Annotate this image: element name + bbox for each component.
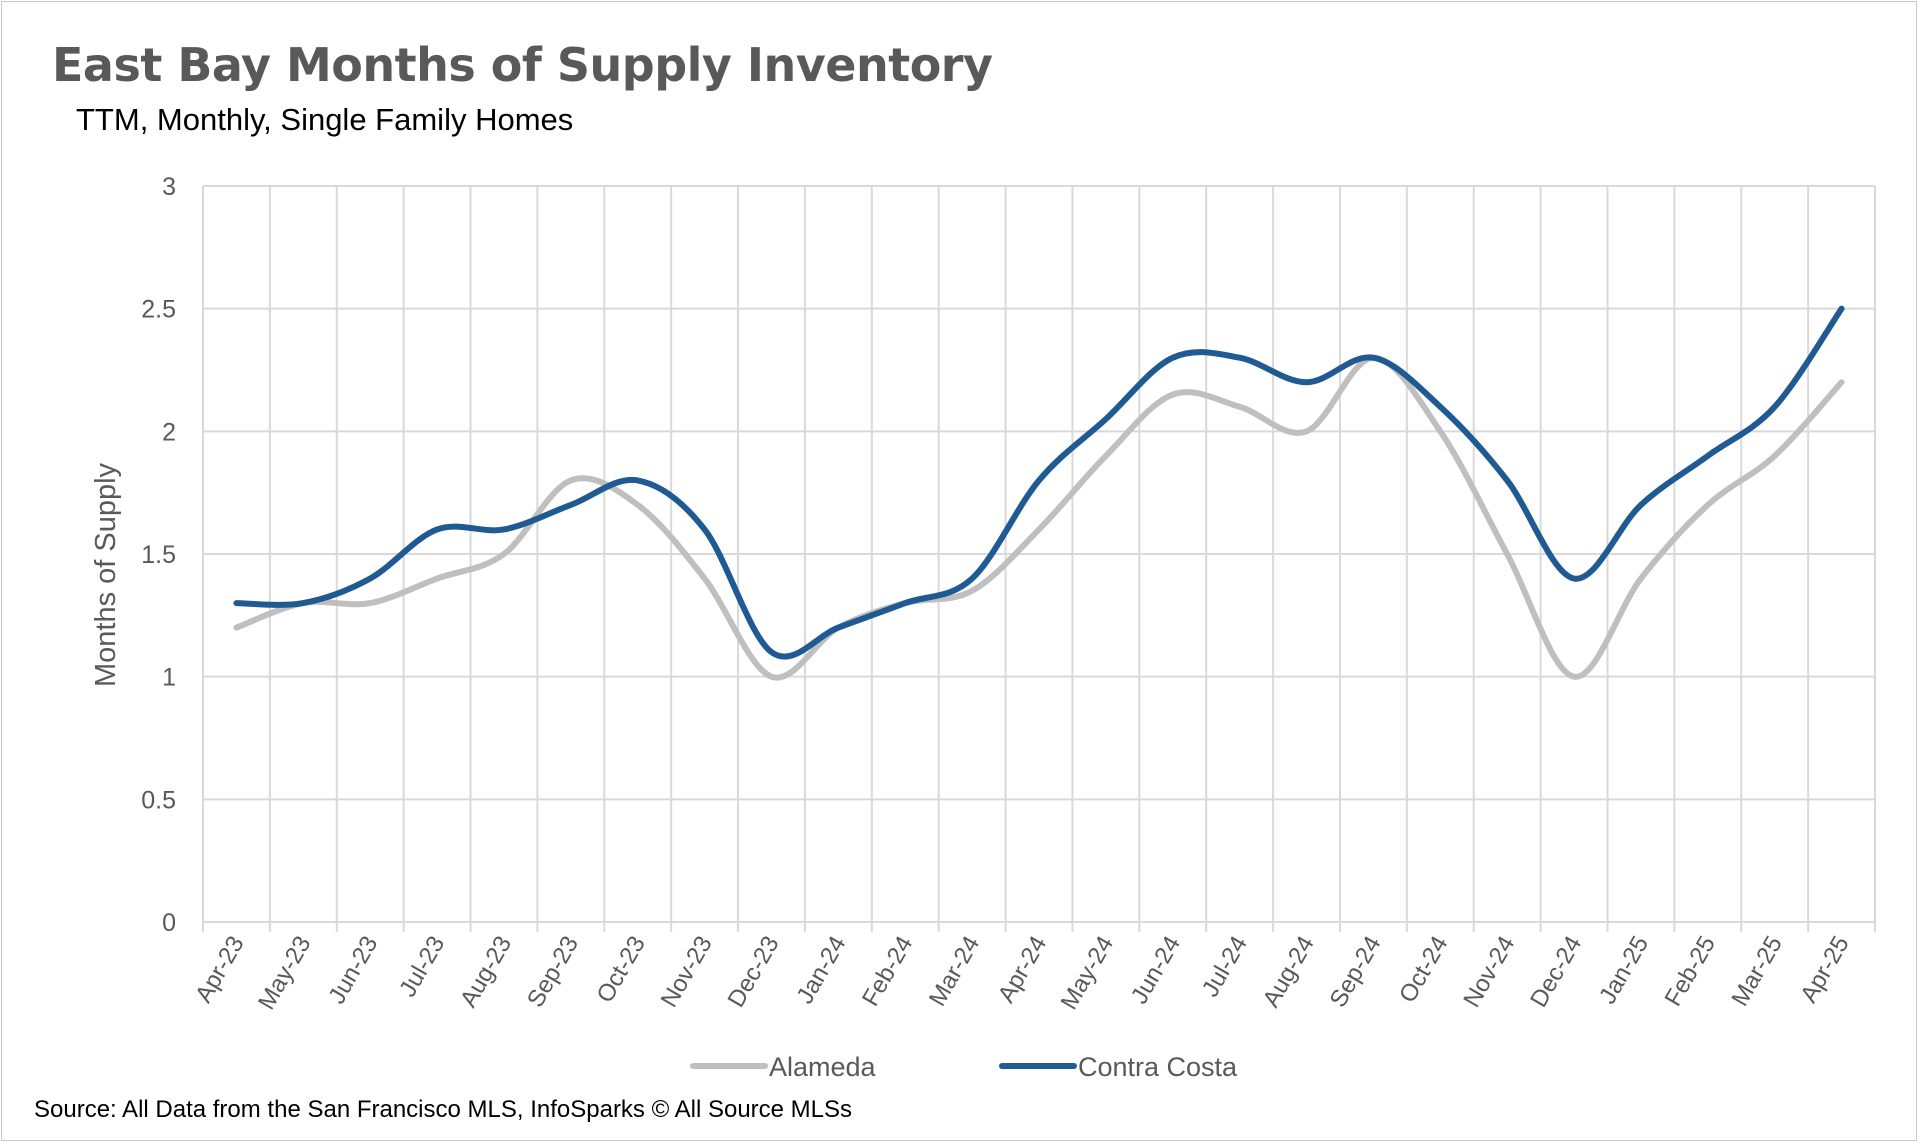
chart-title: East Bay Months of Supply Inventory bbox=[52, 38, 993, 92]
data-point bbox=[300, 600, 306, 606]
x-tick-label: Mar-24 bbox=[924, 932, 985, 1011]
x-tick-label: Aug-23 bbox=[455, 932, 517, 1013]
x-tick-label: Jul-23 bbox=[394, 932, 450, 1002]
data-point bbox=[702, 576, 708, 582]
data-point bbox=[1504, 477, 1510, 483]
data-point bbox=[1638, 502, 1644, 508]
data-point bbox=[635, 477, 641, 483]
y-axis-label: Months of Supply bbox=[90, 462, 122, 687]
series-lines bbox=[233, 305, 1845, 681]
y-tick-label: 0 bbox=[162, 909, 176, 937]
data-point bbox=[1237, 355, 1243, 361]
data-point bbox=[1504, 551, 1510, 557]
data-point bbox=[367, 576, 373, 582]
y-tick-label: 3 bbox=[162, 173, 176, 201]
data-point bbox=[902, 600, 908, 606]
data-point bbox=[501, 551, 507, 557]
x-tick-label: Sep-23 bbox=[522, 932, 584, 1013]
data-point bbox=[1638, 576, 1644, 582]
data-point bbox=[434, 576, 440, 582]
series-line-contra-costa bbox=[233, 305, 1845, 660]
data-point bbox=[1237, 404, 1243, 410]
data-point bbox=[1772, 453, 1778, 459]
data-point bbox=[1705, 502, 1711, 508]
data-point bbox=[969, 588, 975, 594]
y-tick-label: 0.5 bbox=[141, 786, 176, 814]
x-tick-label: Sep-24 bbox=[1325, 932, 1387, 1013]
x-tick-label: Nov-23 bbox=[656, 932, 718, 1013]
data-point bbox=[568, 477, 574, 483]
data-point bbox=[1036, 477, 1042, 483]
data-point bbox=[1103, 416, 1109, 422]
data-point bbox=[367, 600, 373, 606]
x-tick-label: Feb-24 bbox=[857, 932, 918, 1011]
data-point bbox=[1839, 379, 1845, 385]
data-point bbox=[768, 674, 774, 680]
x-tick-label: May-23 bbox=[253, 932, 316, 1015]
data-point bbox=[835, 625, 841, 631]
data-point bbox=[1304, 428, 1310, 434]
data-point bbox=[1839, 306, 1845, 312]
x-tick-label: Aug-24 bbox=[1258, 932, 1320, 1013]
legend: Alameda Contra Costa bbox=[690, 1052, 1238, 1082]
x-tick-label: Dec-23 bbox=[723, 932, 785, 1013]
data-point bbox=[969, 576, 975, 582]
legend-label: Alameda bbox=[769, 1052, 877, 1082]
data-point bbox=[1571, 576, 1577, 582]
x-tick-label: Oct-23 bbox=[592, 932, 651, 1008]
data-point bbox=[1170, 392, 1176, 398]
x-tick-label: Jan-24 bbox=[791, 932, 851, 1009]
data-point bbox=[1036, 526, 1042, 532]
data-point bbox=[233, 600, 239, 606]
source-note: Source: All Data from the San Francisco … bbox=[34, 1096, 853, 1123]
x-tick-label: Jan-25 bbox=[1594, 932, 1654, 1009]
data-point bbox=[1437, 428, 1443, 434]
data-point bbox=[635, 502, 641, 508]
data-point bbox=[1772, 404, 1778, 410]
data-point bbox=[1705, 453, 1711, 459]
x-tick-label: Dec-24 bbox=[1525, 932, 1587, 1013]
y-tick-label: 1.5 bbox=[141, 541, 176, 569]
data-point bbox=[768, 649, 774, 655]
data-point bbox=[1170, 355, 1176, 361]
series-line-alameda bbox=[233, 354, 1845, 681]
x-axis-ticks: Apr-23 May-23 Jun-23 Jul-23 Aug-23 Sep-23 Oct-… bbox=[190, 932, 1855, 1015]
y-tick-label: 1 bbox=[162, 664, 176, 692]
y-tick-label: 2.5 bbox=[141, 296, 176, 324]
legend-label: Contra Costa bbox=[1078, 1052, 1238, 1082]
data-point bbox=[1103, 453, 1109, 459]
data-point bbox=[434, 526, 440, 532]
data-point bbox=[1370, 355, 1376, 361]
data-point bbox=[702, 526, 708, 532]
y-tick-label: 2 bbox=[162, 418, 176, 446]
data-point bbox=[233, 625, 239, 631]
data-point bbox=[501, 526, 507, 532]
y-axis-ticks: 0 0.5 1 1.5 2 2.5 3 bbox=[141, 173, 176, 937]
x-tick-label: Apr-24 bbox=[993, 932, 1052, 1008]
x-tick-label: May-24 bbox=[1056, 932, 1119, 1015]
chart-subtitle: TTM, Monthly, Single Family Homes bbox=[76, 102, 574, 137]
data-point bbox=[1304, 379, 1310, 385]
data-point bbox=[1571, 674, 1577, 680]
grid-lines bbox=[202, 185, 1876, 932]
x-tick-label: Jul-24 bbox=[1197, 932, 1253, 1002]
x-tick-label: Mar-25 bbox=[1726, 932, 1787, 1011]
x-tick-label: Nov-24 bbox=[1458, 932, 1520, 1013]
x-tick-label: Apr-23 bbox=[190, 932, 249, 1008]
x-tick-label: Oct-24 bbox=[1394, 932, 1453, 1008]
data-point bbox=[1437, 404, 1443, 410]
x-tick-label: Jun-24 bbox=[1126, 932, 1186, 1009]
x-tick-label: Feb-25 bbox=[1660, 932, 1721, 1011]
x-tick-label: Apr-25 bbox=[1795, 932, 1854, 1008]
data-point bbox=[568, 502, 574, 508]
x-tick-label: Jun-23 bbox=[323, 932, 383, 1009]
